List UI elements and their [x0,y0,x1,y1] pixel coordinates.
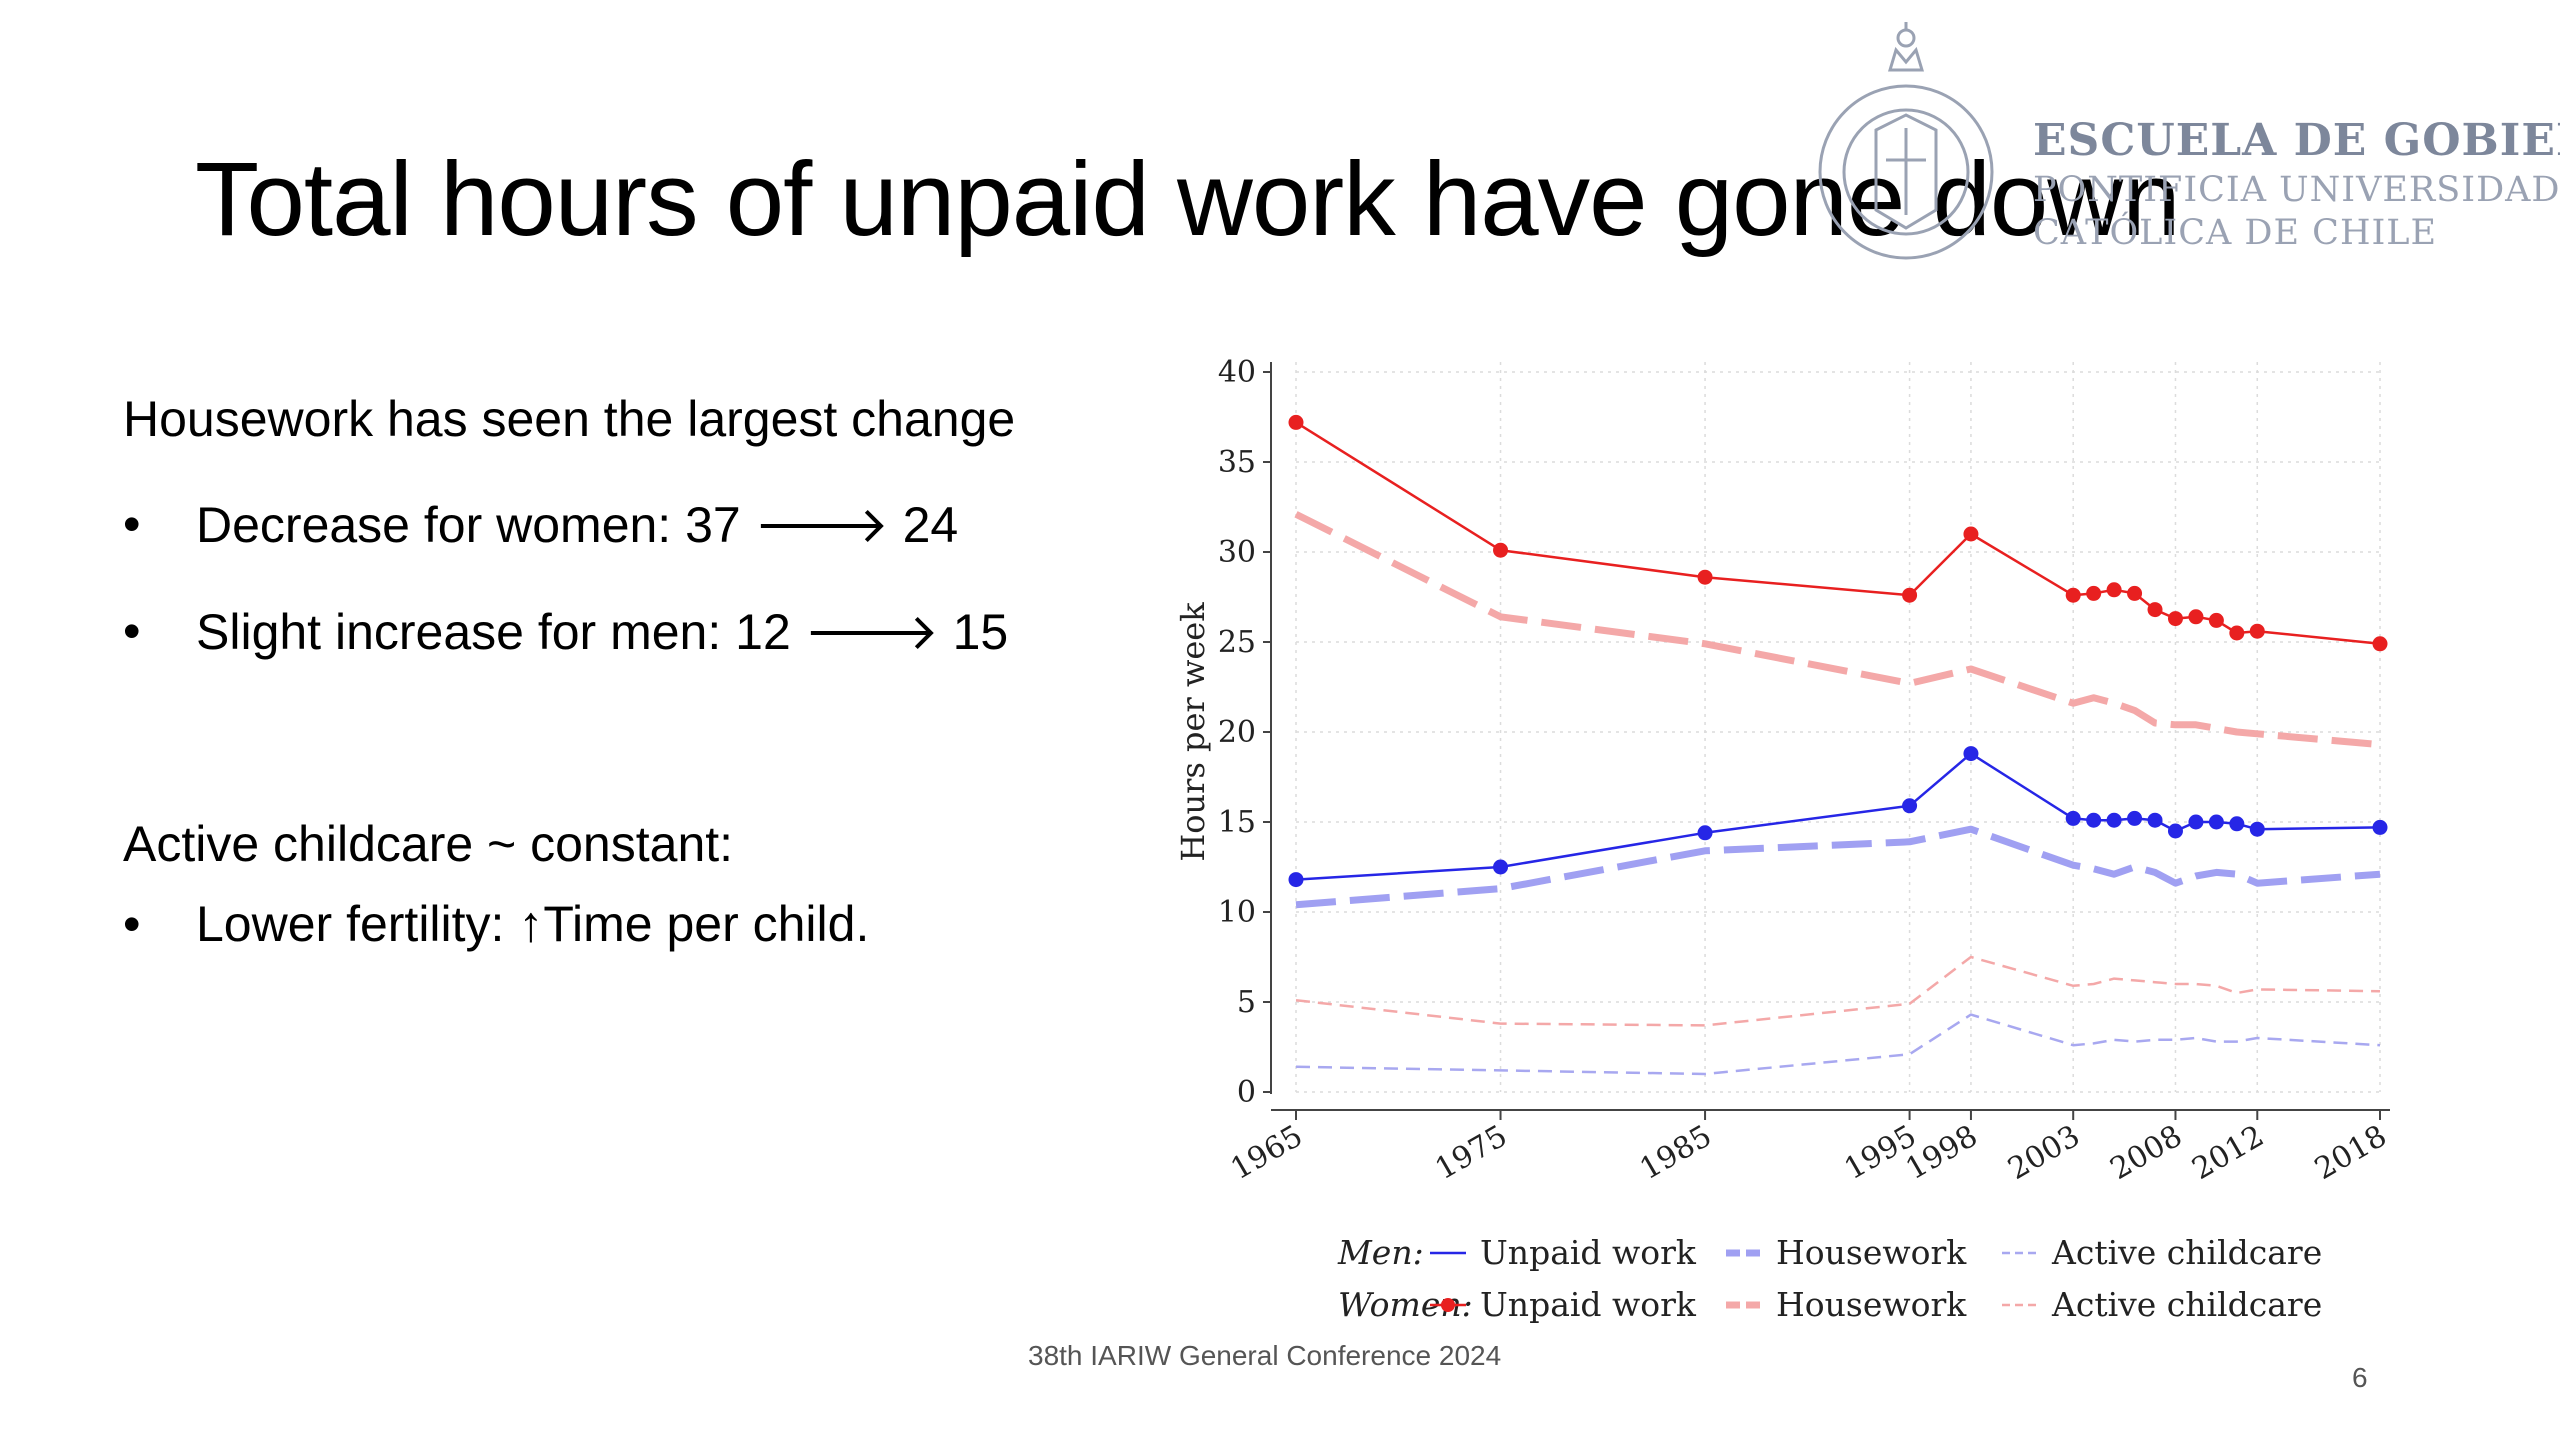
y-tick-label: 25 [1218,625,1256,660]
bullet-dot: • [123,896,141,952]
legend-entry-label: Active childcare [2051,1233,2322,1272]
series-line-4 [1294,511,2381,749]
legend-entry-label: Unpaid work [1480,1285,1697,1324]
y-tick-label: 0 [1237,1075,1256,1110]
series-point-3 [2208,612,2224,628]
series-line-1 [1295,825,2381,909]
legend-entry-label: Housework [1776,1233,1967,1272]
series-line-5 [1295,955,2381,1027]
university-logo: ESCUELA DE GOBIERNO PONTIFICIA UNIVERSID… [1800,10,2560,300]
series-point-0 [1963,746,1979,762]
series-point-3 [1493,542,1509,558]
series-point-3 [1902,587,1918,603]
series-point-0 [2065,810,2081,826]
series-point-3 [2188,609,2204,625]
series-line-0 [1295,752,2381,881]
x-tick-label: 1965 [1225,1119,1309,1187]
series-point-3 [2249,623,2265,639]
footer-conference: 38th IARIW General Conference 2024 [1028,1340,1502,1371]
legend-row-label: Men: [1337,1233,1424,1272]
series-point-0 [2372,819,2388,835]
legend-swatch-marker [1441,1298,1455,1312]
series-line-3 [1295,421,2381,646]
x-tick-label: 1975 [1430,1119,1514,1187]
y-tick-label: 35 [1218,445,1256,480]
y-tick-label: 10 [1218,895,1256,930]
series-point-0 [1697,825,1713,841]
x-tick-label: 1998 [1900,1119,1984,1187]
x-tick-label: 2008 [2105,1119,2189,1187]
logo-line-school: ESCUELA DE GOBIERNO [2033,115,2560,166]
series-point-3 [2372,636,2388,652]
series-point-0 [2147,812,2163,828]
series-point-0 [2229,816,2245,832]
x-tick-label: 2018 [2309,1119,2393,1187]
bullet-dot: • [123,603,141,659]
series-point-3 [2065,587,2081,603]
x-tick-label: 1985 [1634,1119,1718,1187]
series-point-0 [2106,812,2122,828]
series-point-3 [1288,414,1304,430]
series-point-3 [2127,585,2143,601]
x-tick-label: 2003 [2002,1119,2086,1187]
series-point-0 [2208,814,2224,830]
series-point-0 [2127,810,2143,826]
series-point-0 [2188,814,2204,830]
series-point-3 [2229,625,2245,641]
y-tick-label: 15 [1218,805,1256,840]
university-seal-icon [1818,22,1994,260]
bullet-text: Slight increase for men: 12 🡒 15 [196,604,1009,660]
series-point-3 [1963,526,1979,542]
series-line-2 [1295,1013,2381,1076]
logo-line-university: PONTIFICIA UNIVERSIDAD [2033,170,2560,210]
series-point-0 [2249,821,2265,837]
page-number: 6 [2352,1362,2368,1393]
series-point-3 [2147,602,2163,618]
legend-entry-label: Active childcare [2051,1285,2322,1324]
bullet-dot: • [123,496,141,552]
series-point-3 [2086,585,2102,601]
y-tick-label: 20 [1218,715,1256,750]
x-tick-label: 2012 [2186,1119,2270,1187]
bullet-text: Lower fertility: ↑Time per child. [196,896,870,952]
series-point-0 [1902,798,1918,814]
series-point-3 [1697,569,1713,585]
heading-housework: Housework has seen the largest change [123,391,1016,447]
series-point-3 [2167,611,2183,627]
heading-childcare: Active childcare ~ constant: [123,816,734,872]
y-axis-label: Hours per week [1174,602,1212,862]
y-tick-label: 40 [1218,355,1256,390]
logo-line-country: CATÓLICA DE CHILE [2033,213,2438,253]
y-tick-label: 30 [1218,535,1256,570]
bullet-text: Decrease for women: 37 🡒 24 [196,497,959,553]
series-point-0 [2167,823,2183,839]
series-point-0 [2086,812,2102,828]
legend-entry-label: Unpaid work [1480,1233,1697,1272]
y-tick-label: 5 [1237,985,1256,1020]
series-point-0 [1288,872,1304,888]
series-point-0 [1493,859,1509,875]
legend-entry-label: Housework [1776,1285,1967,1324]
series-point-3 [2106,582,2122,598]
